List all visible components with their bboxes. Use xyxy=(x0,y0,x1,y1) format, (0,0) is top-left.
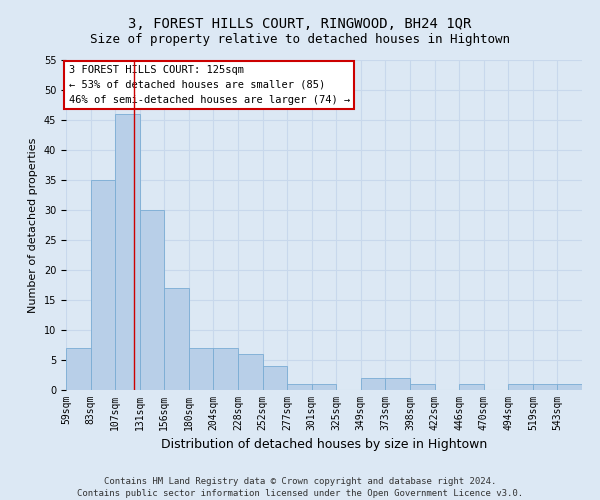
Bar xyxy=(140,210,164,390)
Bar xyxy=(66,348,91,390)
Bar xyxy=(115,114,140,390)
Bar xyxy=(287,384,312,390)
Bar xyxy=(189,348,214,390)
Text: 3, FOREST HILLS COURT, RINGWOOD, BH24 1QR: 3, FOREST HILLS COURT, RINGWOOD, BH24 1Q… xyxy=(128,18,472,32)
Bar xyxy=(508,384,533,390)
Bar xyxy=(533,384,557,390)
Bar xyxy=(361,378,385,390)
Bar xyxy=(557,384,582,390)
Text: 3 FOREST HILLS COURT: 125sqm
← 53% of detached houses are smaller (85)
46% of se: 3 FOREST HILLS COURT: 125sqm ← 53% of de… xyxy=(68,65,350,104)
Bar xyxy=(312,384,336,390)
Bar xyxy=(214,348,238,390)
Bar xyxy=(459,384,484,390)
Bar xyxy=(385,378,410,390)
Text: Size of property relative to detached houses in Hightown: Size of property relative to detached ho… xyxy=(90,32,510,46)
Bar xyxy=(164,288,189,390)
Bar xyxy=(263,366,287,390)
Bar xyxy=(91,180,115,390)
Y-axis label: Number of detached properties: Number of detached properties xyxy=(28,138,38,312)
Bar xyxy=(410,384,434,390)
X-axis label: Distribution of detached houses by size in Hightown: Distribution of detached houses by size … xyxy=(161,438,487,452)
Bar xyxy=(238,354,263,390)
Text: Contains HM Land Registry data © Crown copyright and database right 2024.
Contai: Contains HM Land Registry data © Crown c… xyxy=(77,476,523,498)
